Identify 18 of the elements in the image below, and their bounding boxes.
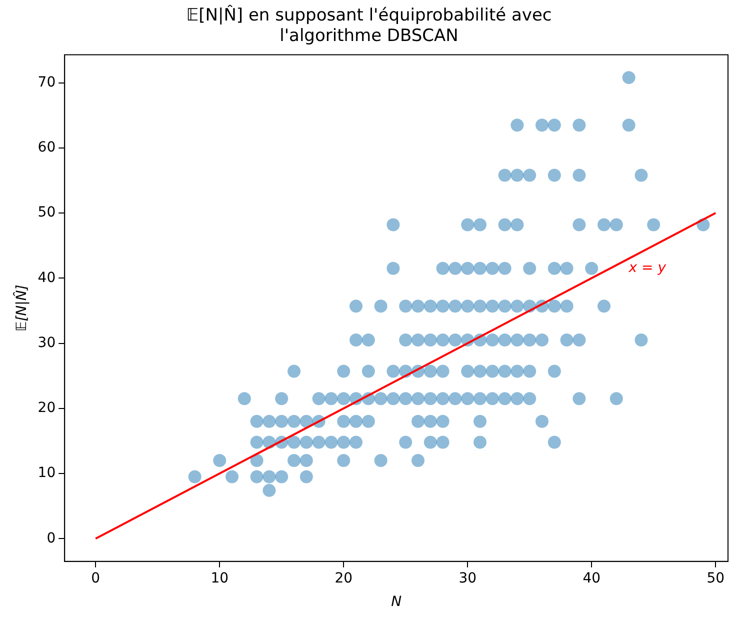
series-label: x = y — [628, 260, 667, 276]
y-tick-label: 30 — [38, 334, 56, 351]
y-axis-title: 𝔼[N|N̂] — [12, 284, 30, 332]
y-tick-label: 0 — [46, 530, 56, 546]
x-tick-label: 40 — [582, 570, 601, 586]
chart-title: 𝔼[N|N̂] en supposant l'équiprobabilité avec l'algorithme DBSCAN — [186, 4, 552, 46]
x-tick-label: 30 — [458, 570, 477, 586]
x-tick-label: 0 — [91, 570, 100, 586]
y-tick-label: 50 — [38, 204, 56, 221]
x-tick-label: 10 — [210, 570, 229, 586]
y-tick-label: 70 — [38, 74, 56, 90]
x-tick-label: 50 — [706, 570, 725, 586]
y-tick-label: 10 — [38, 465, 56, 482]
x-axis-title: N — [391, 594, 402, 610]
x-tick-label: 20 — [334, 570, 353, 586]
y-tick-label: 20 — [38, 400, 56, 416]
y-tick-label: 40 — [38, 270, 56, 286]
y-tick-label: 60 — [38, 140, 56, 156]
